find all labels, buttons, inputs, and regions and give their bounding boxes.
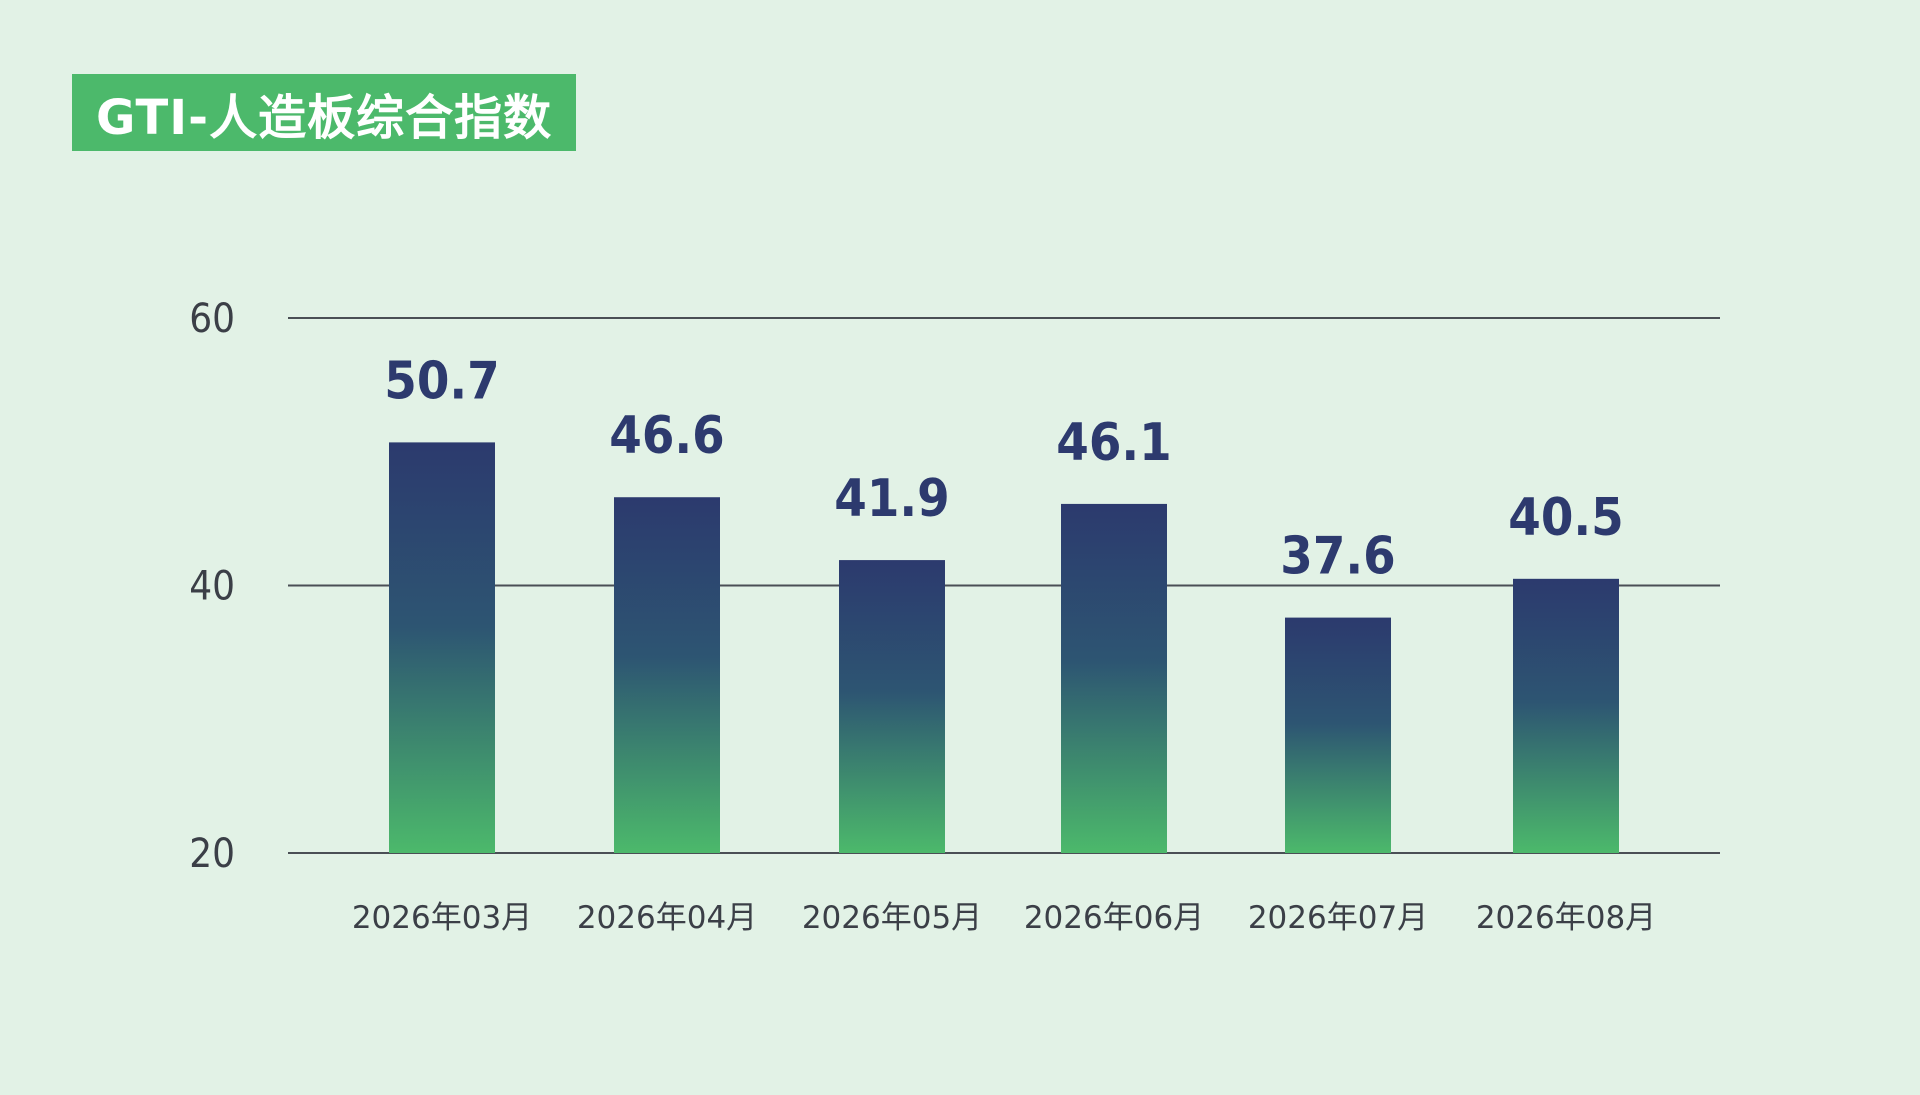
y-tick-label: 40 bbox=[189, 564, 235, 610]
data-label: 46.6 bbox=[609, 406, 724, 466]
y-tick-label: 20 bbox=[189, 831, 235, 877]
data-label: 37.6 bbox=[1280, 527, 1395, 587]
y-tick-label: 60 bbox=[189, 296, 235, 342]
bar-3 bbox=[839, 560, 945, 853]
title-badge: GTI-人造板综合指数 bbox=[72, 74, 577, 151]
x-tick-label: 2026年04月 bbox=[577, 900, 757, 936]
data-label: 50.7 bbox=[384, 351, 499, 411]
x-tick-label: 2026年03月 bbox=[352, 900, 532, 936]
bar-2 bbox=[614, 497, 720, 853]
bar-6 bbox=[1513, 578, 1619, 853]
data-label: 41.9 bbox=[834, 469, 949, 529]
data-label: 40.5 bbox=[1508, 488, 1623, 548]
bar-4 bbox=[1061, 503, 1167, 853]
x-tick-label: 2026年08月 bbox=[1476, 900, 1656, 936]
chart-title: GTI-人造板综合指数 bbox=[96, 89, 553, 146]
bars bbox=[389, 442, 1619, 853]
x-tick-label: 2026年07月 bbox=[1248, 900, 1428, 936]
labels: 20 40 60 50.7 2026年03月 46.6 2026年04月 41.9 2026年0… bbox=[189, 296, 1656, 936]
bar-1 bbox=[389, 442, 495, 853]
bar-5 bbox=[1285, 617, 1391, 853]
data-label: 46.1 bbox=[1056, 413, 1171, 473]
x-tick-label: 2026年05月 bbox=[802, 900, 982, 936]
gridlines bbox=[288, 317, 1720, 854]
x-tick-label: 2026年06月 bbox=[1024, 900, 1204, 936]
